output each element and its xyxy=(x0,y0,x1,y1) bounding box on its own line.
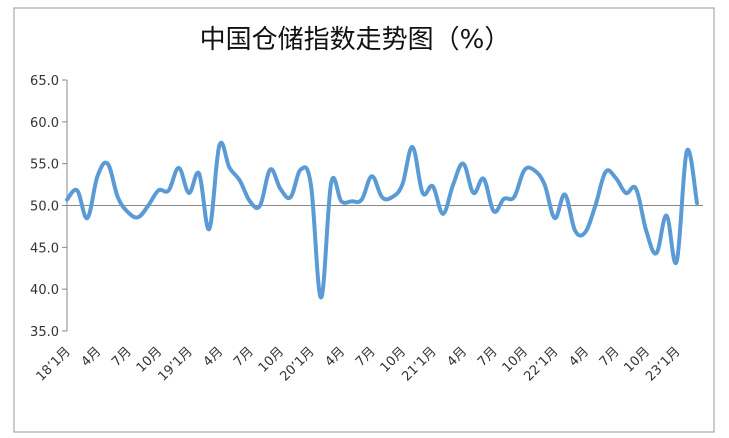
y-tick-label: 50.0 xyxy=(30,200,59,215)
y-tick-label: 40.0 xyxy=(30,283,59,298)
data-line xyxy=(65,140,699,300)
y-tick-label: 60.0 xyxy=(30,116,59,131)
y-tick-label: 65.0 xyxy=(30,74,59,89)
y-tick-label: 35.0 xyxy=(30,325,59,340)
chart-title: 中国仓储指数走势图（%） xyxy=(200,25,511,55)
y-tick-label: 45.0 xyxy=(30,241,59,256)
y-tick-label: 55.0 xyxy=(30,158,59,173)
chart-frame xyxy=(13,7,715,433)
